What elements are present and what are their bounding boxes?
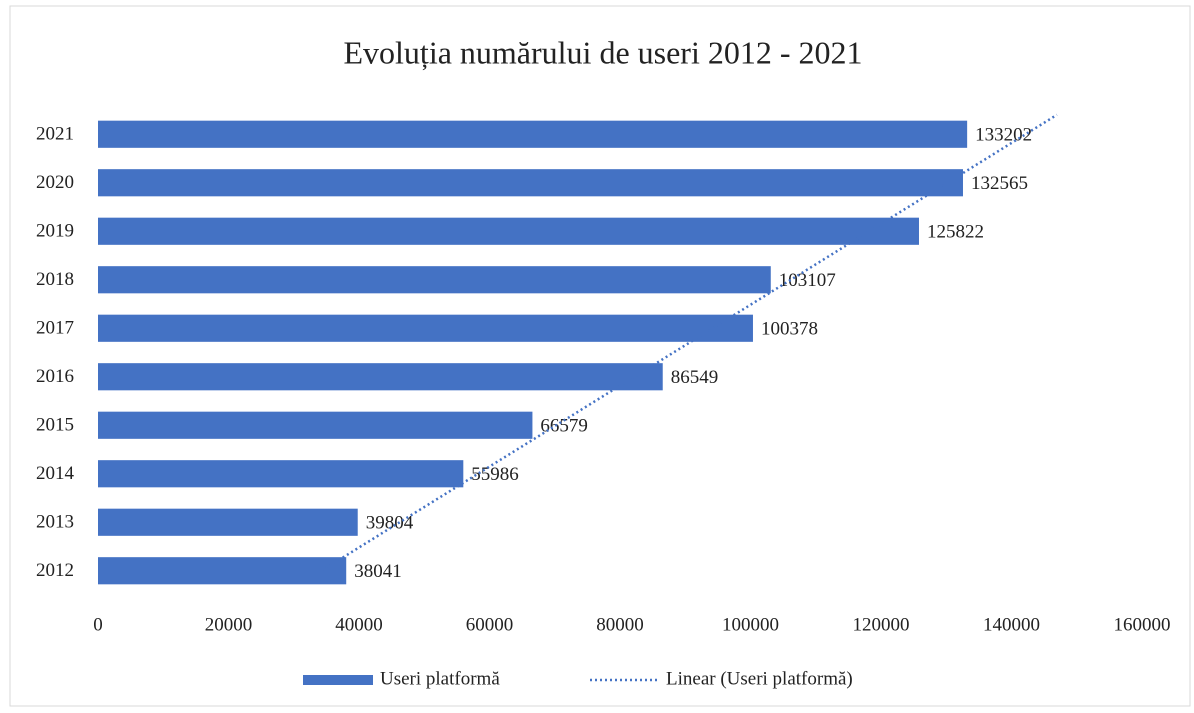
chart-border [9, 5, 1191, 707]
bar [98, 363, 663, 391]
data-label: 66579 [540, 416, 588, 437]
x-tick-label: 160000 [1114, 614, 1171, 635]
y-tick-label: 2020 [36, 172, 74, 193]
x-tick-label: 120000 [853, 614, 910, 635]
y-tick-label: 2016 [36, 366, 74, 387]
data-label: 38041 [354, 561, 402, 582]
trendline [320, 113, 1058, 572]
y-tick-label: 2021 [36, 124, 74, 145]
x-tick-label: 0 [93, 614, 103, 635]
x-tick-label: 20000 [205, 614, 253, 635]
legend-swatch [303, 675, 373, 685]
bar [98, 169, 963, 197]
y-tick-label: 2018 [36, 269, 74, 290]
bar [98, 266, 771, 294]
y-tick-label: 2015 [36, 415, 74, 436]
x-tick-label: 40000 [335, 614, 383, 635]
data-label: 86549 [671, 367, 719, 388]
legend-label: Useri platformă [380, 668, 500, 689]
data-label: 133202 [975, 125, 1032, 146]
bar [98, 411, 533, 439]
y-tick-label: 2017 [36, 318, 74, 339]
x-tick-label: 100000 [722, 614, 779, 635]
data-label: 132565 [971, 173, 1028, 194]
chart-title: Evoluția numărului de useri 2012 - 2021 [343, 34, 862, 70]
bar [98, 557, 347, 585]
y-tick-label: 2019 [36, 221, 74, 242]
data-label: 103107 [779, 270, 836, 291]
y-tick-label: 2012 [36, 560, 74, 581]
bar [98, 120, 968, 148]
x-tick-label: 60000 [466, 614, 514, 635]
y-tick-label: 2014 [36, 463, 75, 484]
data-label: 100378 [761, 319, 818, 340]
data-label: 39804 [366, 513, 414, 534]
x-tick-label: 140000 [983, 614, 1040, 635]
legend-label: Linear (Useri platformă) [666, 668, 853, 689]
data-label: 125822 [927, 222, 984, 243]
x-tick-label: 80000 [596, 614, 644, 635]
bar [98, 314, 753, 342]
bar [98, 508, 358, 536]
data-label: 55986 [471, 464, 519, 485]
bar [98, 217, 919, 245]
bar [98, 460, 464, 488]
y-tick-label: 2013 [36, 512, 74, 533]
